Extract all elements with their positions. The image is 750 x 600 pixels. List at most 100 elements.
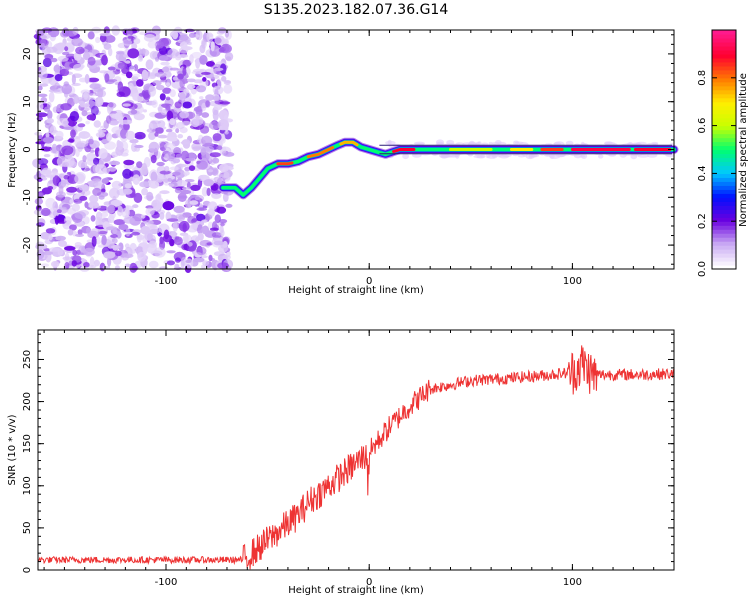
spectrogram-cell bbox=[213, 67, 224, 72]
spectrogram-cell bbox=[208, 201, 218, 211]
spectrogram-cell bbox=[185, 259, 192, 264]
spectrogram-cell bbox=[133, 38, 141, 45]
spectrogram-cell bbox=[99, 32, 112, 37]
spectrogram-cell bbox=[106, 203, 115, 214]
spectrogram-cell bbox=[46, 46, 58, 53]
colorbar-segment bbox=[712, 77, 736, 83]
spectrogram-cell bbox=[159, 141, 167, 152]
spectrogram-cell bbox=[106, 226, 118, 231]
spectrogram-cell bbox=[224, 80, 231, 84]
spectrogram-cell bbox=[96, 236, 101, 245]
spectrogram-cell bbox=[201, 152, 210, 161]
spectrogram-cell bbox=[160, 109, 169, 116]
spectrogram-cell bbox=[174, 101, 182, 109]
spectrogram-cell bbox=[46, 118, 54, 124]
spectrogram-cell bbox=[117, 81, 124, 92]
spectrogram-cell bbox=[141, 188, 149, 196]
spectrogram-cell bbox=[205, 94, 215, 101]
y-tick-label: 150 bbox=[22, 434, 33, 453]
spectrogram-cell bbox=[152, 80, 162, 86]
spectrogram-cell bbox=[78, 185, 88, 191]
spectrogram-cell bbox=[69, 111, 80, 122]
colorbar-segment bbox=[712, 173, 736, 178]
spectrogram-cell bbox=[142, 244, 148, 255]
spectrogram-cell bbox=[69, 199, 74, 204]
spectrogram-cell bbox=[95, 132, 106, 138]
spectrogram-cell bbox=[75, 46, 85, 55]
spectrogram-cell bbox=[127, 48, 140, 59]
spectrogram-cell bbox=[40, 35, 47, 39]
spectrogram-cell bbox=[137, 251, 147, 262]
spectrogram-cell bbox=[181, 120, 191, 126]
spectrogram-cell bbox=[44, 53, 54, 61]
colorbar-segment bbox=[712, 233, 736, 238]
spectrogram-cell bbox=[117, 62, 128, 69]
spectrogram-cell bbox=[145, 207, 155, 216]
spectrogram-cell bbox=[132, 204, 139, 209]
spectrogram-cell bbox=[160, 79, 168, 83]
spectrogram-cell bbox=[166, 260, 175, 266]
spectrogram-cell bbox=[145, 59, 154, 70]
spectrogram-cell bbox=[104, 73, 110, 83]
spectrogram-cell bbox=[148, 180, 160, 189]
spectrogram-cell bbox=[184, 157, 195, 161]
spectrogram-cell bbox=[75, 148, 80, 158]
spectrogram-cell bbox=[206, 187, 211, 197]
spectrogram-cell bbox=[217, 119, 230, 131]
spectrogram-cell bbox=[132, 73, 141, 78]
colorbar-segment bbox=[712, 209, 736, 214]
spectrogram-cell bbox=[148, 240, 158, 248]
spectrogram-cell bbox=[159, 209, 166, 214]
spectrogram-cell bbox=[45, 142, 52, 148]
spectrogram-cell bbox=[439, 154, 451, 158]
spectrogram-cell bbox=[168, 183, 175, 188]
spectrogram-cell bbox=[175, 56, 182, 61]
colorbar-segment bbox=[712, 205, 736, 210]
spectrogram-cell bbox=[108, 187, 120, 199]
snr-x-axis-label: Height of straight line (km) bbox=[288, 585, 424, 596]
spectrogram-cell bbox=[475, 141, 481, 145]
spectrogram-cell bbox=[177, 134, 184, 139]
spectrogram-cell bbox=[188, 165, 196, 172]
spectrogram-cell bbox=[565, 140, 574, 146]
spectrogram-cell bbox=[201, 102, 207, 112]
spectrogram-cell bbox=[165, 82, 171, 87]
spectrogram-cell bbox=[45, 228, 56, 234]
spectrogram-cell bbox=[42, 136, 54, 144]
spectrogram-cell bbox=[178, 34, 189, 41]
spectrogram-cell bbox=[86, 93, 98, 97]
y-tick-label: 10 bbox=[22, 95, 33, 108]
colorbar-segment bbox=[712, 249, 736, 254]
spectrogram-cell bbox=[74, 173, 85, 184]
y-tick-label: -10 bbox=[22, 189, 33, 205]
spectrogram-cell bbox=[162, 66, 170, 73]
spectrogram-cell bbox=[177, 73, 184, 80]
spectrogram-cell bbox=[207, 208, 216, 218]
spectrogram-cell bbox=[123, 159, 135, 166]
spectrogram-cell bbox=[201, 186, 208, 197]
spectrogram-cell bbox=[446, 139, 455, 146]
spectrogram-cell bbox=[54, 74, 63, 82]
spectrogram-cell bbox=[51, 260, 60, 268]
colorbar-segment bbox=[712, 49, 736, 55]
spectrogram-cell bbox=[179, 78, 185, 89]
spectrogram-cell bbox=[133, 113, 145, 121]
spectrogram-cell bbox=[206, 242, 214, 246]
spectrogram-cell bbox=[72, 249, 78, 256]
spectrogram-cell bbox=[154, 72, 167, 78]
spectrogram-cell bbox=[129, 242, 137, 254]
colorbar-segment bbox=[712, 41, 736, 47]
spectrogram-cell bbox=[162, 234, 172, 243]
spectrogram-cell bbox=[117, 141, 124, 150]
spectrogram-cell bbox=[86, 227, 91, 234]
spectrogram-cell bbox=[129, 139, 139, 144]
spectrogram-cell bbox=[179, 111, 190, 119]
spectrogram-cell bbox=[93, 157, 100, 165]
spectrogram-cell bbox=[198, 207, 205, 211]
spectrogram-cell bbox=[104, 34, 116, 43]
spectrogram-cell bbox=[116, 231, 122, 239]
spectrogram-cell bbox=[183, 88, 189, 94]
spectrogram-cell bbox=[182, 101, 193, 109]
spectrogram-cell bbox=[39, 83, 49, 87]
spectrogram-cell bbox=[157, 120, 166, 128]
